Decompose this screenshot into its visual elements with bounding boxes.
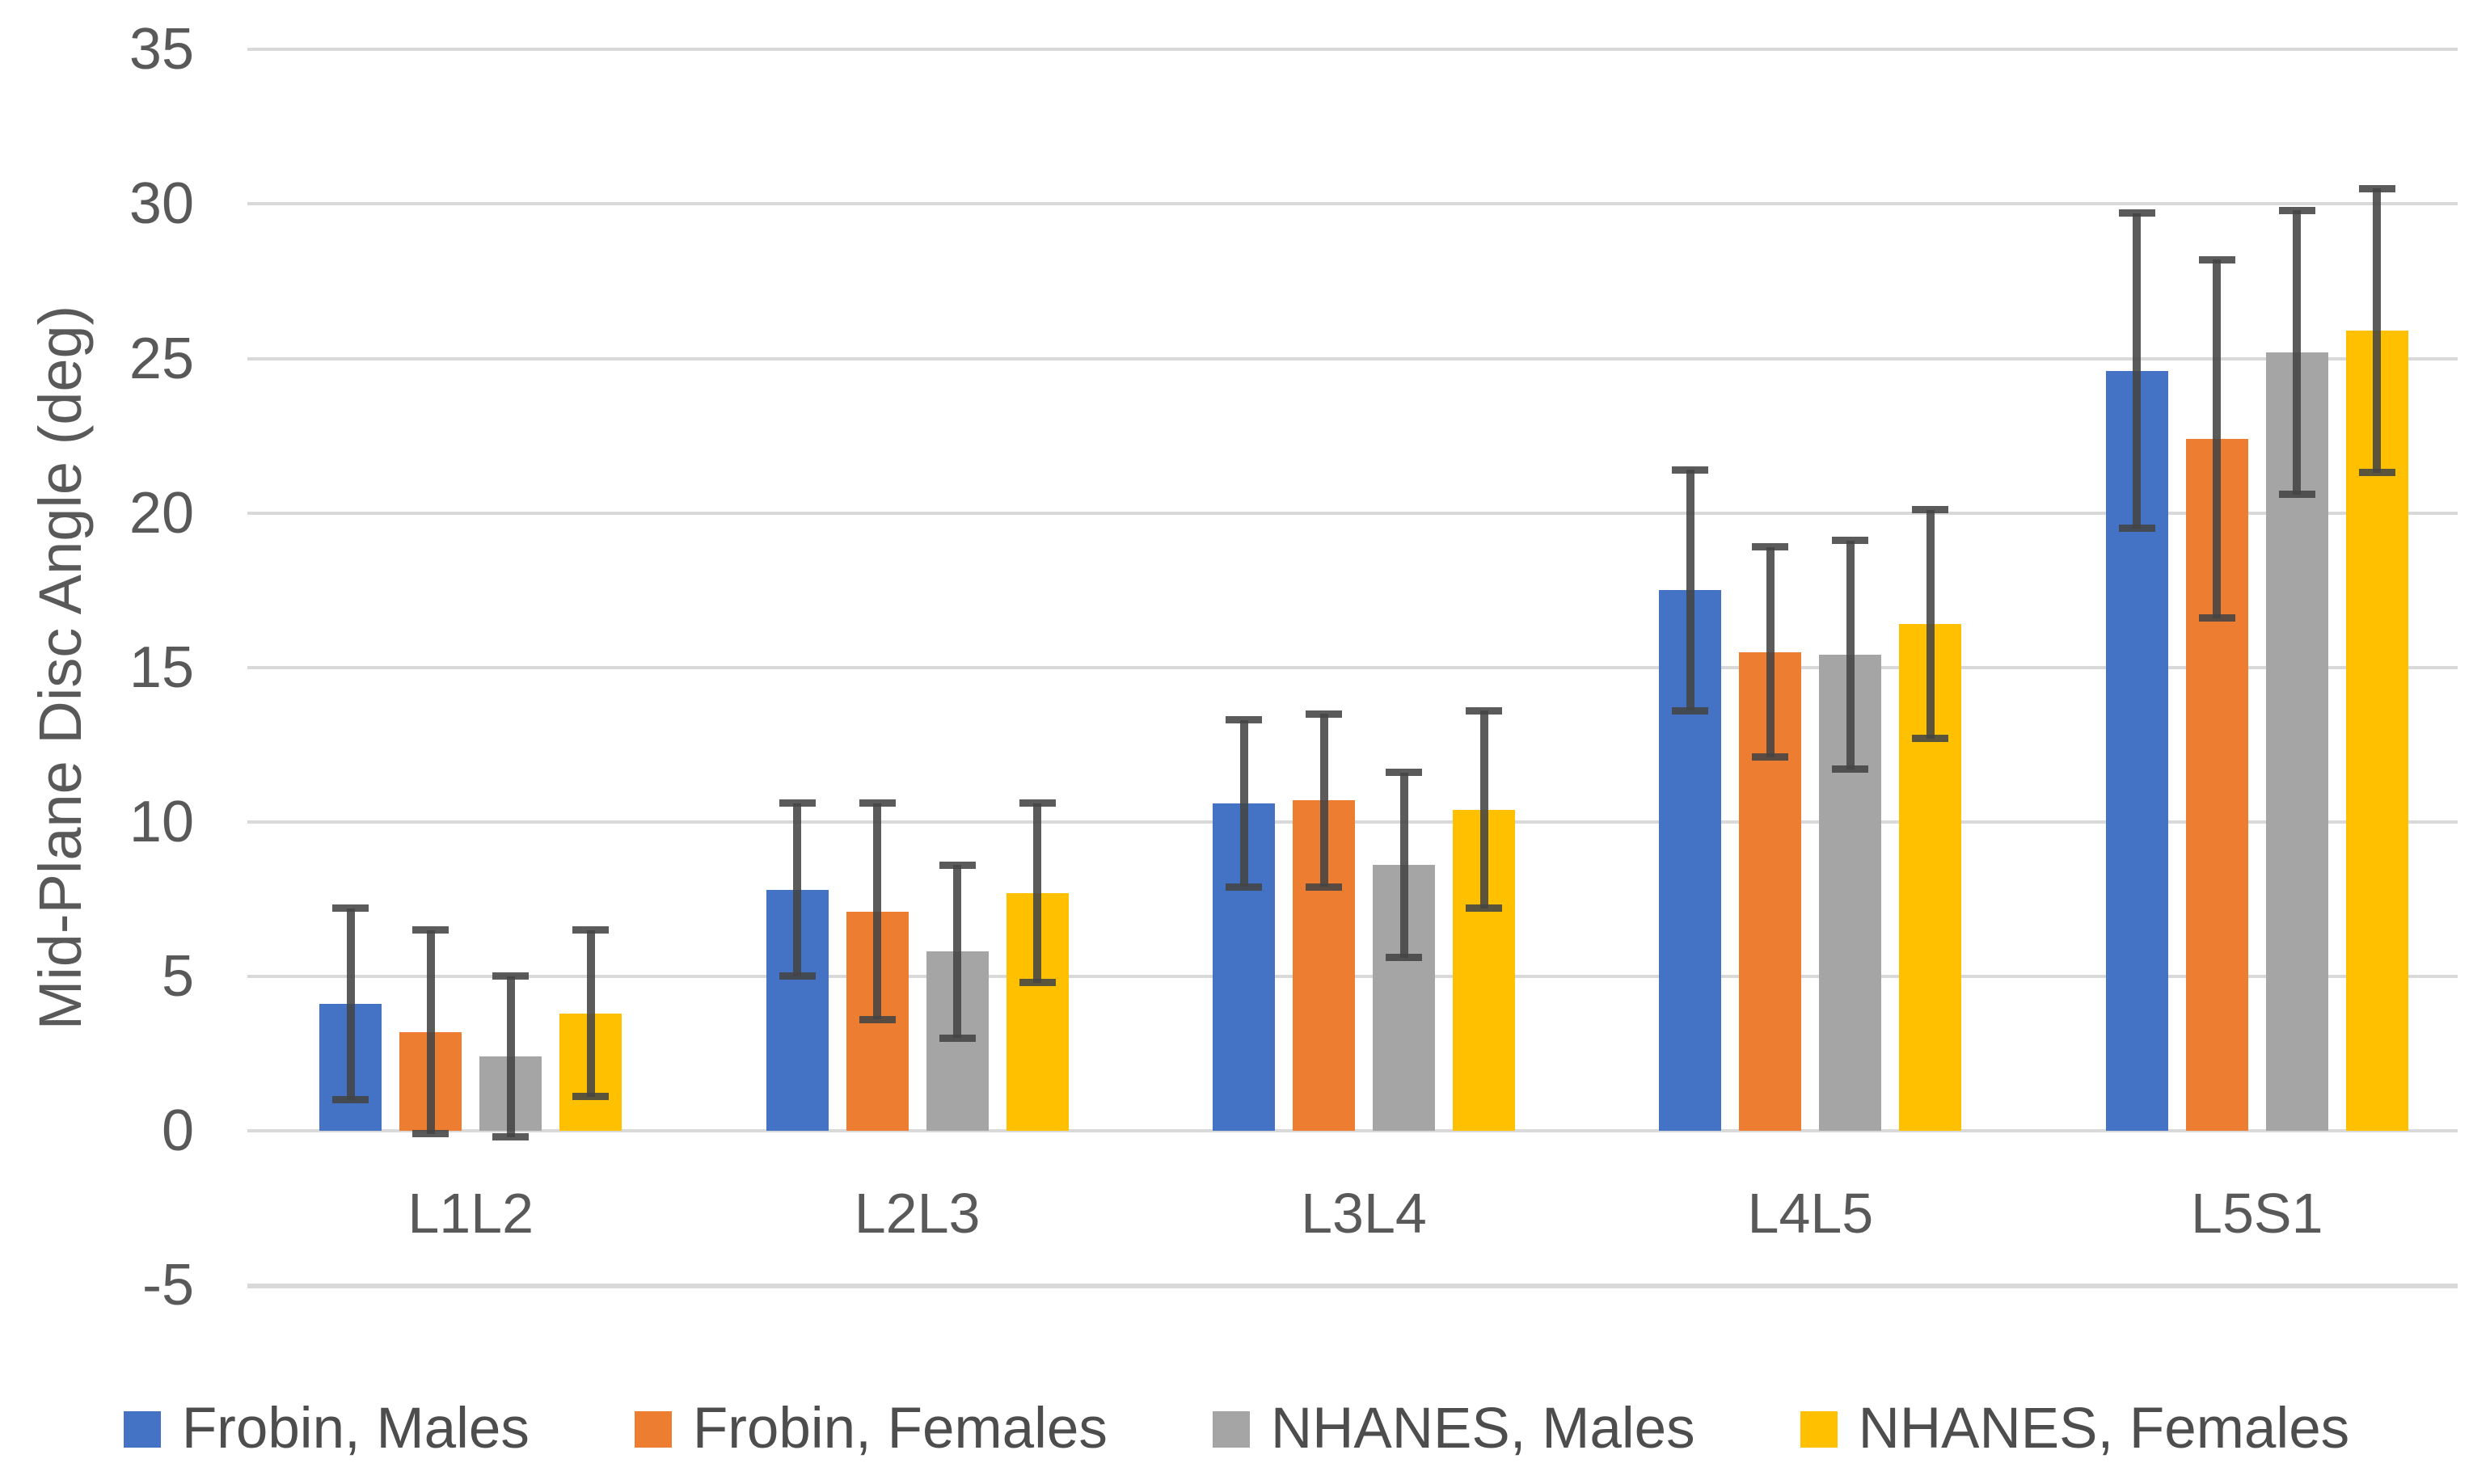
error-bar-cap-top-nhanes-females-l5s1 — [2358, 184, 2395, 192]
error-bar-stem-nhanes-females-l4l5 — [1926, 509, 1935, 739]
error-bar-cap-bottom-frobin-females-l5s1 — [2198, 614, 2235, 622]
error-bar-cap-bottom-nhanes-females-l3l4 — [1466, 904, 1502, 913]
error-bar-cap-bottom-frobin-males-l4l5 — [1672, 706, 1709, 715]
x-category-label-L2L3: L2L3 — [854, 1182, 981, 1245]
y-tick-label-5: 5 — [161, 943, 194, 1009]
legend-swatch-frobin-females — [634, 1410, 672, 1448]
y-tick-label-30: 30 — [129, 171, 194, 237]
legend-item-frobin-males: Frobin, Males — [123, 1397, 530, 1461]
error-bar-stem-frobin-males-l5s1 — [2133, 213, 2142, 529]
error-bar-stem-nhanes-males-l1l2 — [506, 976, 515, 1137]
error-bar-cap-bottom-frobin-females-l4l5 — [1752, 753, 1789, 761]
error-bar-stem-frobin-females-l4l5 — [1766, 546, 1775, 757]
gridline-y-0 — [247, 1129, 2458, 1132]
error-bar-cap-bottom-nhanes-males-l4l5 — [1832, 765, 1869, 774]
error-bar-cap-top-frobin-females-l4l5 — [1752, 543, 1789, 551]
error-bar-cap-top-frobin-females-l2l3 — [859, 799, 896, 807]
error-bar-cap-bottom-nhanes-females-l5s1 — [2358, 469, 2395, 477]
legend-swatch-nhanes-males — [1212, 1410, 1250, 1448]
y-tick-label-25: 25 — [129, 326, 194, 391]
error-bar-cap-bottom-frobin-males-l5s1 — [2118, 525, 2155, 533]
error-bar-stem-frobin-females-l3l4 — [1319, 714, 1328, 887]
error-bar-cap-top-nhanes-males-l5s1 — [2278, 206, 2315, 214]
error-bar-cap-bottom-nhanes-males-l1l2 — [492, 1133, 530, 1141]
error-bar-stem-nhanes-females-l3l4 — [1479, 710, 1488, 909]
error-bar-cap-bottom-nhanes-females-l2l3 — [1019, 979, 1056, 987]
legend-item-frobin-females: Frobin, Females — [634, 1397, 1108, 1461]
y-tick-label-0: 0 — [161, 1098, 194, 1163]
error-bar-stem-nhanes-females-l2l3 — [1033, 803, 1042, 983]
legend-label-nhanes-males: NHANES, Males — [1270, 1397, 1695, 1461]
error-bar-cap-top-nhanes-males-l4l5 — [1832, 537, 1869, 545]
error-bar-cap-top-frobin-males-l4l5 — [1672, 466, 1709, 474]
error-bar-stem-nhanes-males-l2l3 — [953, 865, 962, 1039]
legend: Frobin, Males Frobin, Females NHANES, Male… — [0, 1392, 2473, 1466]
x-category-label-L4L5: L4L5 — [1747, 1182, 1874, 1245]
gridline-y-15 — [247, 665, 2458, 669]
error-bar-cap-bottom-nhanes-females-l4l5 — [1912, 735, 1949, 743]
gridline-y-35 — [247, 48, 2458, 52]
error-bar-cap-top-frobin-males-l5s1 — [2118, 209, 2155, 217]
legend-swatch-nhanes-females — [1800, 1410, 1838, 1448]
gridline-y-20 — [247, 511, 2458, 515]
error-bar-stem-nhanes-females-l5s1 — [2373, 188, 2382, 473]
error-bar-cap-bottom-nhanes-males-l5s1 — [2278, 491, 2315, 499]
legend-label-frobin-females: Frobin, Females — [692, 1397, 1108, 1461]
error-bar-cap-bottom-nhanes-males-l2l3 — [939, 1034, 976, 1042]
y-tick-label--5: -5 — [141, 1253, 194, 1318]
error-bar-stem-nhanes-females-l1l2 — [586, 930, 595, 1097]
error-bar-cap-top-frobin-females-l3l4 — [1306, 710, 1342, 718]
x-category-label-L5S1: L5S1 — [2191, 1182, 2323, 1245]
error-bar-stem-frobin-males-l4l5 — [1686, 470, 1694, 711]
error-bar-cap-top-nhanes-females-l3l4 — [1466, 706, 1502, 715]
x-category-label-L1L2: L1L2 — [407, 1182, 534, 1245]
y-tick-label-35: 35 — [129, 17, 194, 82]
error-bar-cap-top-frobin-males-l3l4 — [1226, 716, 1262, 724]
gridline-y-30 — [247, 202, 2458, 206]
error-bar-stem-frobin-males-l3l4 — [1239, 719, 1248, 887]
error-bar-cap-top-nhanes-females-l2l3 — [1019, 799, 1056, 807]
error-bar-stem-nhanes-males-l4l5 — [1846, 540, 1855, 769]
error-bar-cap-bottom-nhanes-females-l1l2 — [572, 1093, 610, 1101]
error-bar-cap-top-nhanes-males-l3l4 — [1386, 769, 1422, 777]
error-bar-cap-top-nhanes-females-l4l5 — [1912, 506, 1949, 514]
gridline-y--5 — [247, 1284, 2458, 1289]
legend-item-nhanes-females: NHANES, Females — [1800, 1397, 2350, 1461]
y-tick-label-20: 20 — [129, 480, 194, 546]
error-bar-stem-nhanes-males-l3l4 — [1399, 772, 1408, 958]
error-bar-cap-top-frobin-males-l2l3 — [779, 799, 816, 807]
error-bar-cap-top-frobin-females-l5s1 — [2198, 255, 2235, 263]
error-bar-cap-top-nhanes-females-l1l2 — [572, 926, 610, 934]
error-bar-stem-frobin-males-l2l3 — [793, 803, 802, 976]
y-tick-label-15: 15 — [129, 634, 194, 700]
error-bar-cap-bottom-frobin-males-l1l2 — [332, 1096, 369, 1104]
error-bar-cap-bottom-frobin-females-l2l3 — [859, 1015, 896, 1023]
error-bar-stem-frobin-females-l5s1 — [2213, 259, 2222, 618]
error-bar-stem-frobin-females-l2l3 — [873, 803, 882, 1020]
legend-item-nhanes-males: NHANES, Males — [1212, 1397, 1695, 1461]
legend-swatch-frobin-males — [123, 1410, 161, 1448]
legend-label-frobin-males: Frobin, Males — [181, 1397, 530, 1461]
y-tick-label-10: 10 — [129, 789, 194, 854]
gridline-y-25 — [247, 356, 2458, 360]
error-bar-cap-top-frobin-females-l1l2 — [412, 926, 449, 934]
error-bar-cap-bottom-frobin-females-l1l2 — [412, 1130, 449, 1138]
error-bar-cap-top-frobin-males-l1l2 — [332, 904, 369, 913]
error-bar-cap-bottom-frobin-males-l2l3 — [779, 972, 816, 980]
error-bar-cap-top-nhanes-males-l2l3 — [939, 861, 976, 869]
x-category-label-L3L4: L3L4 — [1301, 1182, 1427, 1245]
legend-label-nhanes-females: NHANES, Females — [1858, 1397, 2350, 1461]
error-bar-stem-frobin-males-l1l2 — [346, 908, 355, 1100]
error-bar-stem-nhanes-males-l5s1 — [2293, 210, 2302, 495]
error-bar-stem-frobin-females-l1l2 — [426, 930, 435, 1134]
error-bar-cap-bottom-nhanes-males-l3l4 — [1386, 954, 1422, 962]
error-bar-cap-bottom-frobin-males-l3l4 — [1226, 883, 1262, 891]
error-bar-cap-bottom-frobin-females-l3l4 — [1306, 883, 1342, 891]
error-bar-cap-top-nhanes-males-l1l2 — [492, 972, 530, 980]
